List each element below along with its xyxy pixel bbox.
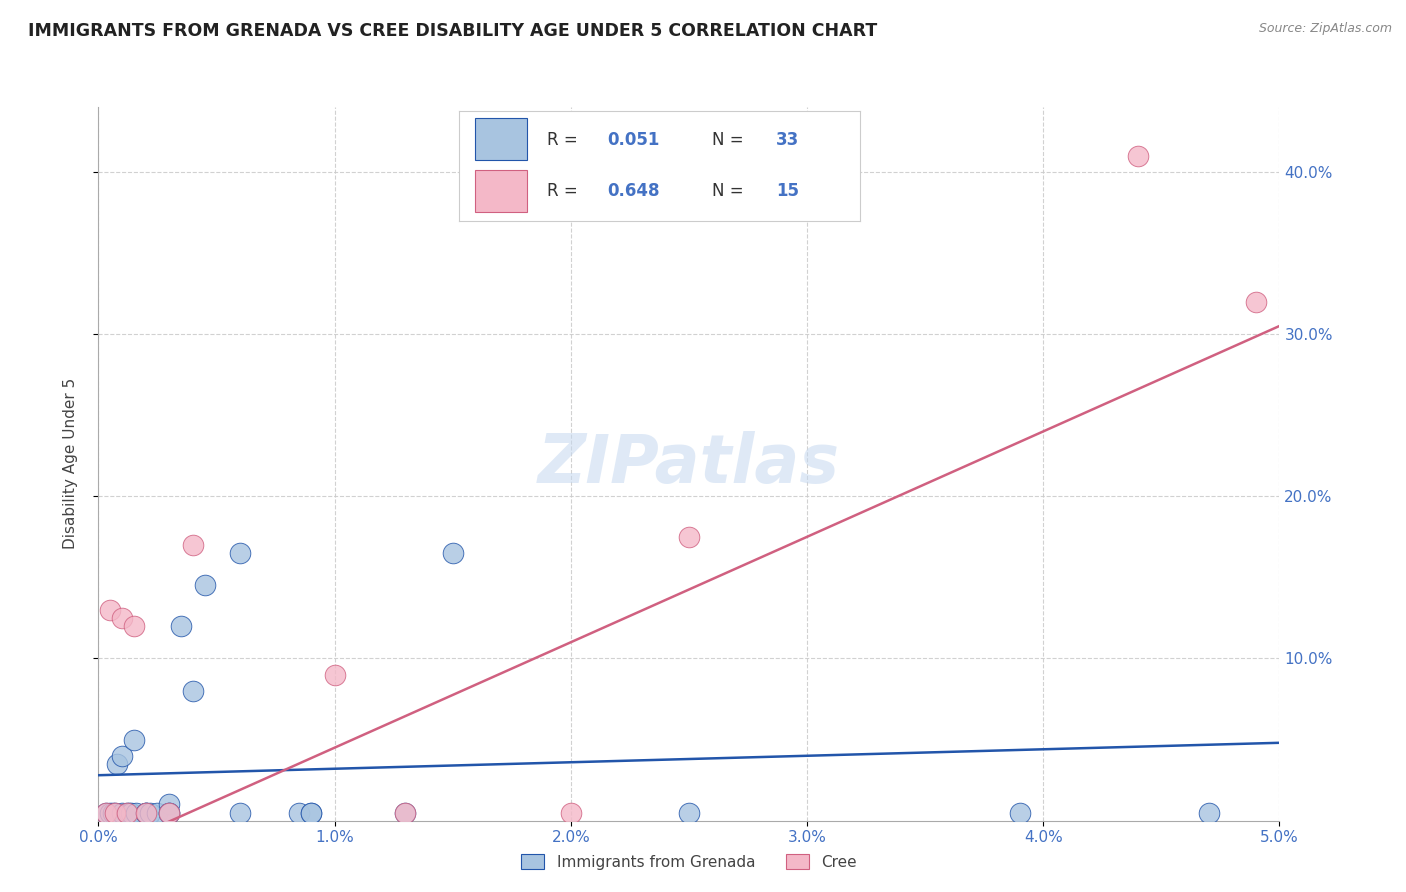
- Point: [135, 805, 157, 820]
- Point: [111, 611, 134, 625]
- Point: [1008, 805, 1031, 820]
- Point: [139, 805, 162, 820]
- Point: [157, 805, 180, 820]
- Text: Source: ZipAtlas.com: Source: ZipAtlas.com: [1258, 22, 1392, 36]
- Point: [122, 732, 145, 747]
- Point: [105, 756, 128, 771]
- Point: [229, 805, 252, 820]
- Point: [299, 805, 322, 820]
- Legend: Immigrants from Grenada, Cree: Immigrants from Grenada, Cree: [513, 846, 865, 877]
- Point: [121, 805, 143, 820]
- Point: [181, 684, 204, 698]
- Point: [101, 805, 124, 820]
- Point: [115, 805, 138, 820]
- Point: [98, 603, 121, 617]
- Point: [111, 748, 134, 763]
- Point: [394, 805, 416, 820]
- Point: [104, 805, 127, 820]
- Point: [111, 805, 134, 820]
- Point: [104, 805, 127, 820]
- Point: [229, 546, 252, 560]
- Point: [135, 805, 157, 820]
- Point: [94, 805, 117, 820]
- Point: [441, 546, 464, 560]
- Point: [560, 805, 582, 820]
- Point: [394, 805, 416, 820]
- Point: [125, 805, 148, 820]
- Point: [122, 619, 145, 633]
- Point: [1244, 294, 1267, 309]
- Point: [299, 805, 322, 820]
- Point: [115, 805, 138, 820]
- Point: [135, 805, 157, 820]
- Point: [1126, 149, 1149, 163]
- Point: [118, 805, 141, 820]
- Point: [678, 530, 700, 544]
- Point: [170, 619, 193, 633]
- Text: ZIPatlas: ZIPatlas: [538, 431, 839, 497]
- Point: [146, 805, 169, 820]
- Y-axis label: Disability Age Under 5: Disability Age Under 5: [63, 378, 77, 549]
- Point: [288, 805, 311, 820]
- Point: [157, 797, 180, 812]
- Point: [194, 578, 217, 592]
- Text: IMMIGRANTS FROM GRENADA VS CREE DISABILITY AGE UNDER 5 CORRELATION CHART: IMMIGRANTS FROM GRENADA VS CREE DISABILI…: [28, 22, 877, 40]
- Point: [94, 805, 117, 820]
- Point: [157, 805, 180, 820]
- Point: [323, 667, 346, 681]
- Point: [678, 805, 700, 820]
- Point: [181, 538, 204, 552]
- Point: [98, 805, 121, 820]
- Point: [135, 805, 157, 820]
- Point: [1198, 805, 1220, 820]
- Point: [157, 805, 180, 820]
